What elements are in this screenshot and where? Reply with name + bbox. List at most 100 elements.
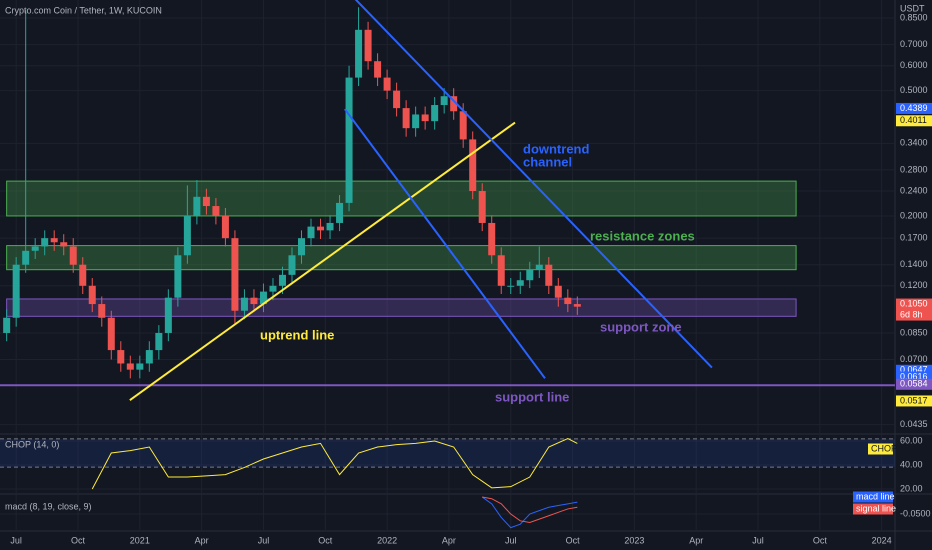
- candle-body: [155, 332, 163, 351]
- candle-body: [193, 196, 201, 216]
- x-tick-label: Apr: [195, 535, 209, 545]
- price-tag-label: 0.4389: [900, 103, 928, 113]
- y-tick-label: 0.8500: [900, 12, 928, 22]
- x-tick-label: Oct: [71, 535, 86, 545]
- price-tag-label: 0.0647: [900, 365, 928, 375]
- candle-body: [41, 238, 49, 247]
- price-tag-label: 0.0517: [900, 395, 928, 405]
- candle-body: [12, 264, 20, 318]
- price-tag-label: 0.4011: [900, 115, 927, 125]
- x-tick-label: 2024: [872, 535, 892, 545]
- candle-body: [412, 114, 420, 129]
- annotation: channel: [523, 154, 572, 169]
- candle-body: [259, 291, 267, 305]
- x-tick-label: Jul: [752, 535, 764, 545]
- candle-body: [535, 264, 543, 270]
- y-tick-label: 20.00: [900, 483, 923, 493]
- x-tick-label: Apr: [689, 535, 703, 545]
- y-tick-label: 60.00: [900, 435, 923, 445]
- candle-body: [250, 297, 258, 305]
- legend-label: signal line: [856, 503, 896, 513]
- candle-body: [421, 114, 429, 122]
- candle-body: [164, 297, 172, 333]
- y-tick-label: 0.0435: [900, 419, 928, 429]
- x-tick-label: 2022: [377, 535, 397, 545]
- price-tag: [896, 102, 932, 114]
- candle-body: [79, 264, 87, 286]
- y-tick-label: 40.00: [900, 459, 923, 469]
- candle-body: [355, 29, 363, 78]
- indicator-line: [91, 438, 578, 490]
- price-tag: [896, 395, 932, 407]
- price-tag-countdown: 6d 8h: [900, 309, 923, 319]
- candle-body: [383, 77, 391, 91]
- y-tick-label: 0.1700: [900, 233, 928, 243]
- currency: USDT: [900, 3, 925, 13]
- x-tick-label: 2023: [624, 535, 644, 545]
- candle-body: [278, 274, 286, 286]
- candle-body: [145, 350, 153, 364]
- candle-body: [107, 317, 115, 351]
- candle-body: [393, 90, 401, 109]
- y-tick-label: 0.0850: [900, 327, 928, 337]
- candle-body: [31, 246, 39, 251]
- y-tick-label: 0.3400: [900, 138, 928, 148]
- candle-body: [174, 255, 182, 298]
- candle-body: [183, 215, 191, 256]
- candle-body: [459, 111, 467, 140]
- y-tick-label: 0.0700: [900, 354, 928, 364]
- x-tick-label: Oct: [813, 535, 828, 545]
- level-band: [0, 438, 895, 468]
- annotation: support zone: [600, 319, 682, 334]
- candle-body: [98, 304, 106, 318]
- legend-tag: [868, 443, 893, 455]
- trend-line: [354, 0, 713, 369]
- zone: [6, 298, 797, 317]
- price-tag: [896, 371, 932, 383]
- legend-tag: [853, 491, 893, 503]
- candle-body: [69, 246, 77, 265]
- candle-body: [326, 222, 334, 231]
- candle-body: [202, 196, 210, 207]
- y-tick-label: 0.7000: [900, 39, 928, 49]
- trend-line: [129, 121, 516, 401]
- y-tick-label: -0.0500: [900, 508, 931, 518]
- candle-body: [431, 105, 439, 122]
- candle-body: [3, 317, 11, 333]
- candle-body: [469, 139, 477, 192]
- y-tick-label: 0.1200: [900, 280, 928, 290]
- candle-body: [50, 238, 58, 243]
- candle-body: [298, 238, 306, 256]
- x-tick-label: Oct: [566, 535, 581, 545]
- candle-body: [526, 269, 534, 281]
- candle-body: [117, 350, 125, 364]
- candle-body: [126, 363, 134, 370]
- candle-body: [336, 202, 344, 223]
- legend-label: CHOP: [871, 443, 897, 453]
- candle-body: [497, 255, 505, 286]
- x-tick-label: Jul: [258, 535, 270, 545]
- candle-body: [516, 280, 524, 286]
- y-tick-label: 0.2400: [900, 185, 928, 195]
- candle-body: [240, 297, 248, 311]
- price-tag: [896, 364, 932, 376]
- legend-label: macd line: [856, 491, 895, 501]
- candle-body: [212, 206, 220, 216]
- candle-body: [307, 226, 315, 239]
- candle-body: [364, 29, 372, 62]
- candle-body: [345, 77, 353, 203]
- price-tag-label: 0.0584: [900, 379, 928, 389]
- candle-body: [317, 226, 325, 231]
- zone: [6, 245, 797, 271]
- x-tick-label: Apr: [442, 535, 456, 545]
- annotation: resistance zones: [590, 228, 695, 243]
- x-tick-label: Jul: [505, 535, 517, 545]
- x-tick-label: Jul: [10, 535, 22, 545]
- pane-title: CHOP (14, 0): [5, 439, 59, 449]
- candle-body: [60, 242, 68, 247]
- candle-body: [88, 285, 96, 305]
- price-tag-label: 0.1050: [900, 298, 928, 308]
- indicator-line: [481, 496, 578, 529]
- candle-body: [564, 297, 572, 305]
- candle-body: [478, 191, 486, 223]
